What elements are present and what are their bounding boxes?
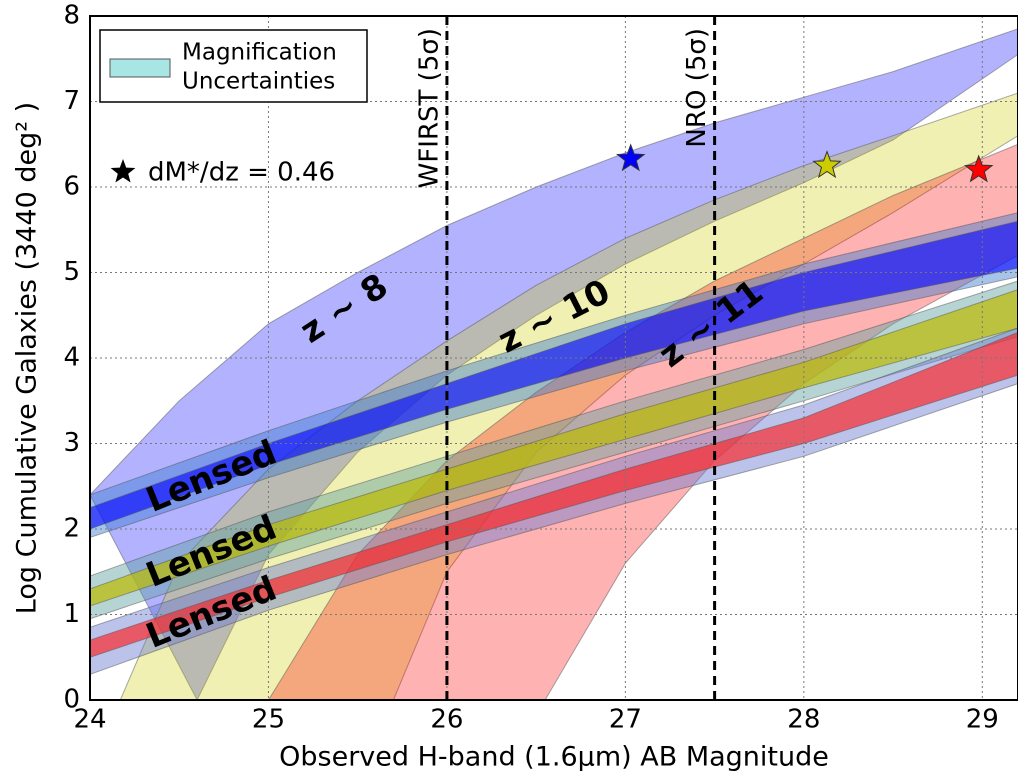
plot-area	[90, 28, 1018, 700]
plot-frame	[89, 15, 1018, 701]
x-tick-label: 28	[787, 705, 820, 735]
x-tick-label: 24	[73, 705, 106, 735]
threshold-label: NRO (5σ)	[682, 28, 712, 148]
x-tick-label: 27	[609, 705, 642, 735]
y-tick-label: 4	[63, 343, 80, 373]
x-tick-label: 29	[966, 705, 999, 735]
x-tick-label: 26	[430, 705, 463, 735]
y-tick-label: 5	[63, 257, 80, 287]
star-marker	[964, 154, 994, 183]
y-tick-label: 8	[63, 1, 80, 31]
y-tick-label: 7	[63, 86, 80, 116]
y-axis-label: Log Cumulative Galaxies (3440 deg² )	[12, 102, 43, 614]
legend-swatch	[109, 58, 171, 78]
x-tick-label: 25	[252, 705, 285, 735]
y-tick-label: 6	[63, 172, 80, 202]
annotation-star	[110, 159, 136, 183]
x-axis-label: Observed H-band (1.6μm) AB Magnitude	[279, 742, 829, 773]
y-tick-label: 2	[63, 514, 80, 544]
star-marker	[812, 150, 842, 179]
y-tick-label: 1	[63, 599, 80, 629]
threshold-label: WFIRST (5σ)	[414, 28, 444, 188]
y-tick-label: 3	[63, 428, 80, 458]
star-marker	[616, 143, 646, 172]
legend-label: Magnification	[182, 40, 337, 66]
legend-label: Uncertainties	[182, 69, 335, 95]
annotation: dM*/dz = 0.46	[148, 158, 335, 188]
y-tick-label: 0	[63, 685, 80, 715]
